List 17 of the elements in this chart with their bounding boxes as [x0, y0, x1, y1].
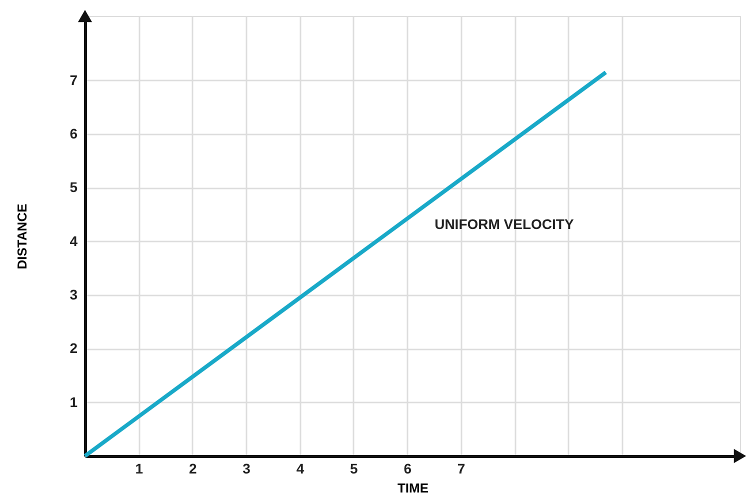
y-tick-label: 4	[70, 232, 78, 249]
y-tick-label: 3	[70, 286, 78, 303]
y-tick-label: 5	[70, 179, 78, 196]
x-tick-label: 7	[457, 460, 466, 476]
x-tick-label: 3	[242, 460, 251, 476]
y-tick-label: 2	[70, 340, 78, 356]
x-tick-label: 5	[350, 460, 358, 476]
x-tick-label: 4	[296, 460, 304, 476]
annotation: UNIFORM VELOCITY	[434, 216, 574, 232]
x-tick-label: 1	[135, 460, 144, 476]
y-axis-title: DISTANCE	[14, 203, 30, 270]
y-tick-label: 1	[70, 394, 78, 410]
y-tick-label: 6	[70, 126, 78, 142]
x-tick-label: 6	[404, 460, 412, 476]
x-tick-label: 2	[188, 460, 197, 476]
x-axis-title: TIME	[397, 480, 429, 496]
y-tick-label: 7	[70, 72, 78, 88]
